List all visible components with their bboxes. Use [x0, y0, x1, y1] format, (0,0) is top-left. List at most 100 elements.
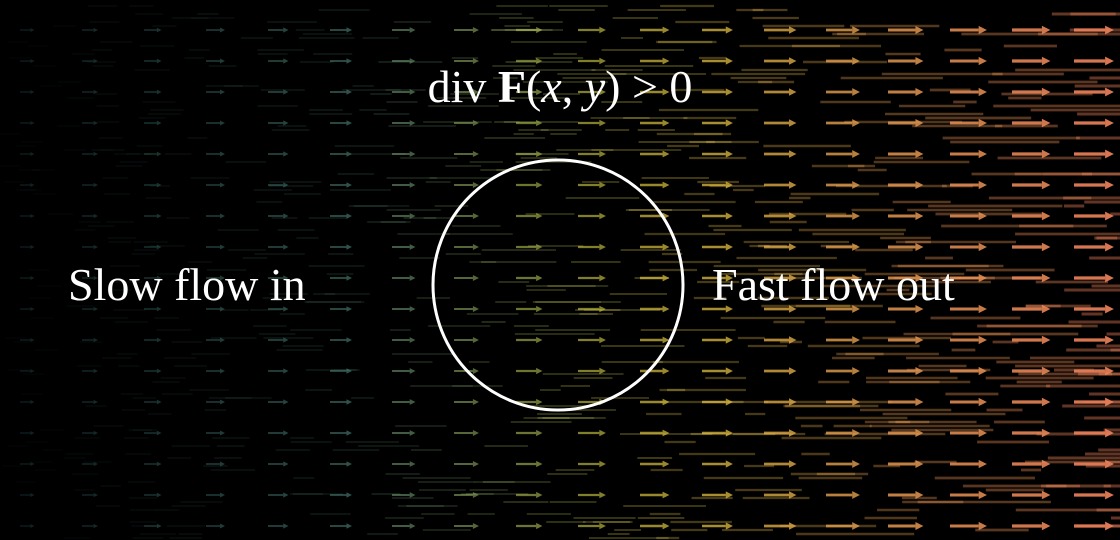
vector-arrow — [578, 429, 606, 437]
vector-arrow — [764, 429, 797, 437]
vector-arrow — [268, 399, 289, 405]
vector-arrow — [82, 337, 98, 343]
fast-flow-label: Fast flow out — [712, 259, 955, 310]
vector-arrow — [764, 491, 797, 499]
vector-arrow — [1074, 118, 1114, 128]
vector-arrows — [20, 25, 1114, 531]
vector-arrow — [764, 522, 797, 530]
vector-arrow — [950, 521, 987, 531]
vector-arrow — [1012, 366, 1051, 376]
vector-arrow — [826, 522, 860, 530]
vector-arrow — [392, 492, 416, 498]
vector-arrow — [764, 212, 797, 220]
vector-arrow — [516, 243, 543, 251]
vector-arrow — [888, 336, 924, 344]
vector-arrow — [640, 336, 670, 344]
vector-arrow — [330, 58, 352, 64]
vector-arrow — [82, 58, 98, 64]
vector-arrow — [392, 368, 416, 374]
vector-arrow — [516, 88, 543, 96]
vector-arrow — [20, 461, 35, 467]
vector-arrow — [454, 212, 479, 220]
vector-arrow — [330, 461, 352, 467]
vector-arrow — [144, 182, 162, 188]
vector-arrow — [702, 274, 733, 282]
vector-arrow — [764, 460, 797, 468]
vector-arrow — [144, 337, 162, 343]
vector-arrow — [392, 523, 416, 529]
vector-arrow — [454, 460, 479, 468]
vector-arrow — [1012, 56, 1051, 66]
vector-arrow — [516, 119, 543, 127]
vector-arrow — [578, 119, 606, 127]
vector-arrow — [1074, 242, 1114, 252]
vector-arrow — [826, 26, 860, 34]
vector-arrow — [82, 523, 98, 529]
vector-arrow — [20, 523, 35, 529]
vector-arrow — [330, 244, 352, 250]
vector-arrow — [950, 87, 987, 97]
vector-arrow — [764, 274, 797, 282]
vector-arrow — [826, 305, 860, 313]
vector-arrow — [1074, 180, 1114, 190]
vector-arrow — [578, 243, 606, 251]
vector-arrow — [950, 490, 987, 500]
vector-arrow — [144, 120, 162, 126]
vector-arrow — [454, 367, 479, 375]
vector-arrow — [454, 398, 479, 406]
vector-arrow — [888, 119, 924, 127]
vector-arrow — [516, 367, 543, 375]
vector-arrow — [702, 336, 733, 344]
vector-arrow — [826, 212, 860, 220]
vector-arrow — [640, 274, 670, 282]
vector-arrow — [20, 337, 35, 343]
vector-arrow — [1074, 366, 1114, 376]
vector-arrow — [826, 181, 860, 189]
vector-arrow — [516, 429, 543, 437]
variable-x: x — [541, 61, 562, 112]
vector-arrow — [1012, 118, 1051, 128]
vector-arrow — [516, 336, 543, 344]
vector-arrow — [826, 243, 860, 251]
close-paren: ) — [605, 61, 621, 112]
vector-arrow — [268, 120, 289, 126]
vector-arrow — [82, 244, 98, 250]
vector-arrow — [888, 150, 924, 158]
vector-field-symbol: F — [497, 61, 526, 112]
vector-arrow — [826, 274, 860, 282]
vector-arrow — [20, 430, 35, 436]
vector-arrow — [888, 26, 924, 34]
vector-arrow — [268, 275, 289, 281]
vector-arrow — [888, 181, 924, 189]
vector-arrow — [702, 26, 733, 34]
vector-arrow — [1074, 521, 1114, 531]
vector-arrow — [268, 368, 289, 374]
vector-arrow — [516, 181, 543, 189]
vector-arrow — [1074, 304, 1114, 314]
vector-arrow — [268, 58, 289, 64]
vector-arrow — [764, 88, 797, 96]
vector-arrow — [20, 89, 35, 95]
vector-arrow — [702, 119, 733, 127]
vector-arrow — [330, 337, 352, 343]
vector-arrow — [82, 461, 98, 467]
vector-arrow — [516, 26, 543, 34]
vector-arrow — [578, 181, 606, 189]
vector-arrow — [950, 149, 987, 159]
vector-arrow — [578, 522, 606, 530]
vector-arrow — [454, 429, 479, 437]
vector-arrow — [640, 491, 670, 499]
vector-arrow — [764, 119, 797, 127]
vector-arrow — [206, 523, 225, 529]
vector-arrow — [640, 119, 670, 127]
vector-arrow — [82, 275, 98, 281]
vector-arrow — [330, 182, 352, 188]
vector-arrow — [888, 491, 924, 499]
vector-arrow — [888, 243, 924, 251]
vector-arrow — [1074, 25, 1114, 35]
vector-arrow — [1074, 397, 1114, 407]
vector-arrow — [640, 57, 670, 65]
vector-arrow — [950, 366, 987, 376]
vector-arrow — [1074, 459, 1114, 469]
